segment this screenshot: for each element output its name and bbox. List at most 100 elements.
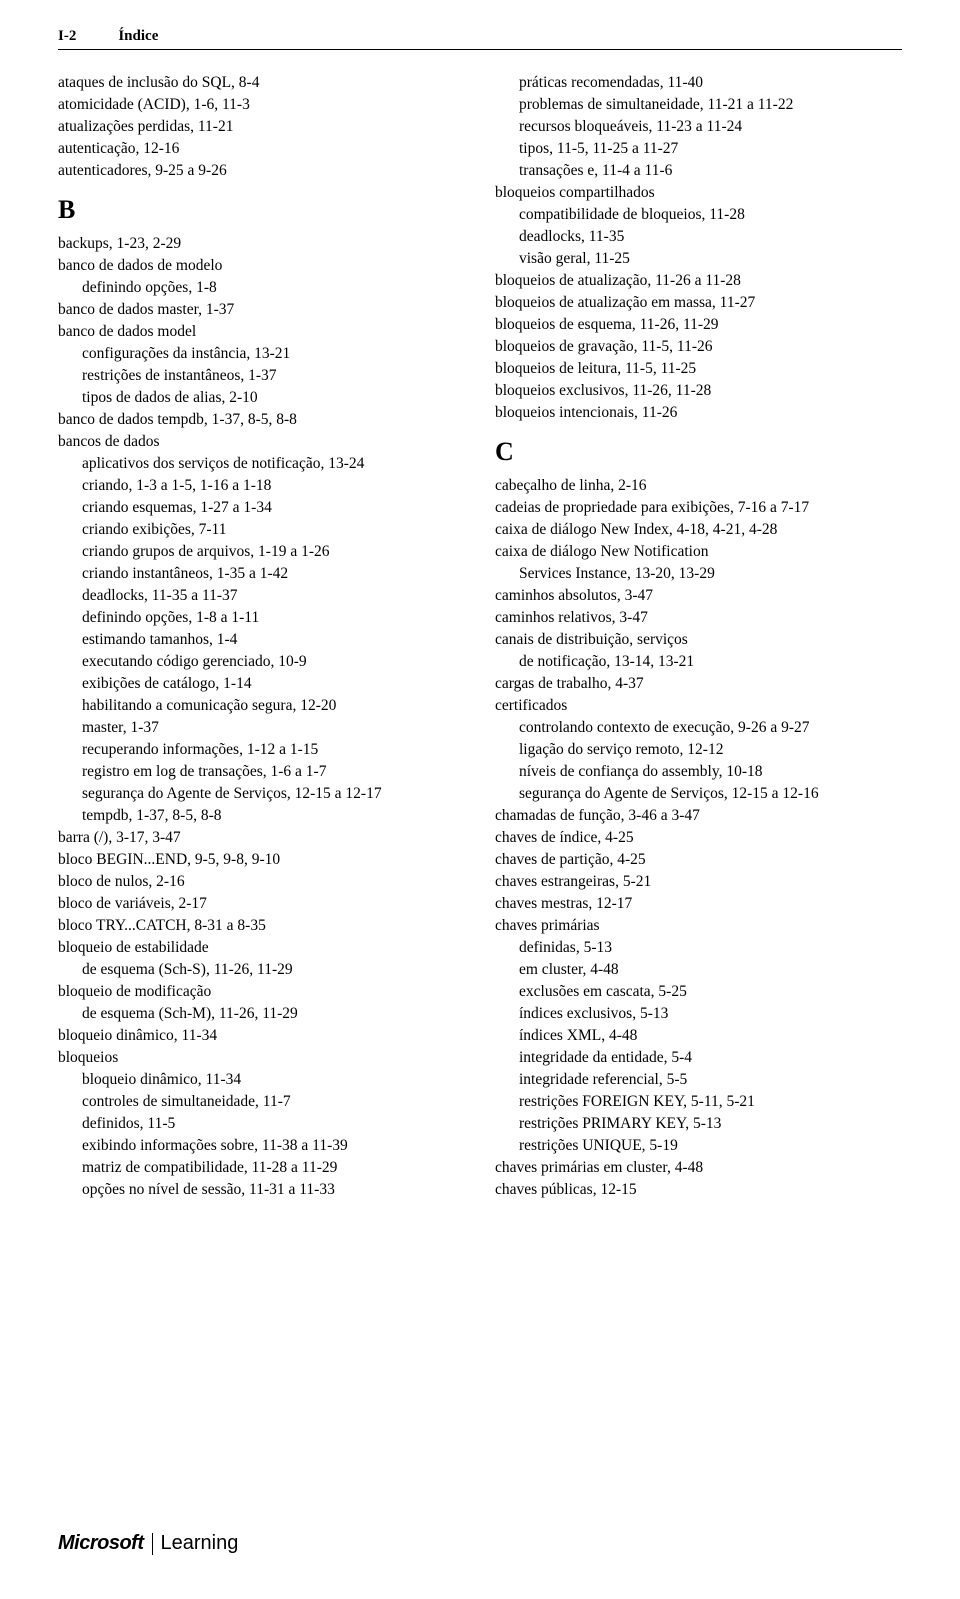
index-entry: de notificação, 13-14, 13-21 (495, 651, 902, 673)
index-entry: Services Instance, 13-20, 13-29 (495, 563, 902, 585)
index-entry: bloqueio dinâmico, 11-34 (58, 1069, 465, 1091)
index-entry: chaves públicas, 12-15 (495, 1179, 902, 1201)
index-entry: chamadas de função, 3-46 a 3-47 (495, 805, 902, 827)
index-entry: tempdb, 1-37, 8-5, 8-8 (58, 805, 465, 827)
index-entry: bloqueios de gravação, 11-5, 11-26 (495, 336, 902, 358)
index-entry: canais de distribuição, serviços (495, 629, 902, 651)
index-entry: bloqueio dinâmico, 11-34 (58, 1025, 465, 1047)
index-entry: compatibilidade de bloqueios, 11-28 (495, 204, 902, 226)
index-entry: bloqueios de atualização, 11-26 a 11-28 (495, 270, 902, 292)
index-entry: bloco BEGIN...END, 9-5, 9-8, 9-10 (58, 849, 465, 871)
footer-logo: Microsoft Learning (58, 1532, 238, 1555)
index-entry: segurança do Agente de Serviços, 12-15 a… (58, 783, 465, 805)
index-entry: criando, 1-3 a 1-5, 1-16 a 1-18 (58, 475, 465, 497)
index-entry: ataques de inclusão do SQL, 8-4 (58, 72, 465, 94)
microsoft-wordmark: Microsoft (58, 1532, 144, 1555)
index-entry: atualizações perdidas, 11-21 (58, 116, 465, 138)
index-entry: opções no nível de sessão, 11-31 a 11-33 (58, 1179, 465, 1201)
index-entry: integridade da entidade, 5-4 (495, 1047, 902, 1069)
logo-divider (152, 1533, 153, 1555)
index-entry: cadeias de propriedade para exibições, 7… (495, 497, 902, 519)
index-entry: banco de dados master, 1-37 (58, 299, 465, 321)
index-entry: bloqueios (58, 1047, 465, 1069)
index-entry: matriz de compatibilidade, 11-28 a 11-29 (58, 1157, 465, 1179)
index-entry: criando exibições, 7-11 (58, 519, 465, 541)
index-entry: práticas recomendadas, 11-40 (495, 72, 902, 94)
index-entry: registro em log de transações, 1-6 a 1-7 (58, 761, 465, 783)
index-entry: banco de dados model (58, 321, 465, 343)
index-entry: criando grupos de arquivos, 1-19 a 1-26 (58, 541, 465, 563)
index-entry: ligação do serviço remoto, 12-12 (495, 739, 902, 761)
page-header: I-2 Índice (58, 28, 902, 50)
index-entry: restrições UNIQUE, 5-19 (495, 1135, 902, 1157)
index-entry: criando esquemas, 1-27 a 1-34 (58, 497, 465, 519)
index-entry: cabeçalho de linha, 2-16 (495, 475, 902, 497)
index-entry: caminhos absolutos, 3-47 (495, 585, 902, 607)
index-entry: definidas, 5-13 (495, 937, 902, 959)
index-entry: exclusões em cascata, 5-25 (495, 981, 902, 1003)
index-entry: estimando tamanhos, 1-4 (58, 629, 465, 651)
index-entry: transações e, 11-4 a 11-6 (495, 160, 902, 182)
section-letter: B (58, 192, 465, 229)
index-entry: banco de dados de modelo (58, 255, 465, 277)
index-entry: tipos de dados de alias, 2-10 (58, 387, 465, 409)
index-entry: definidos, 11-5 (58, 1113, 465, 1135)
index-entry: restrições FOREIGN KEY, 5-11, 5-21 (495, 1091, 902, 1113)
index-entry: barra (/), 3-17, 3-47 (58, 827, 465, 849)
index-entry: controles de simultaneidade, 11-7 (58, 1091, 465, 1113)
right-column: práticas recomendadas, 11-40problemas de… (495, 72, 902, 1201)
learning-word: Learning (161, 1532, 239, 1555)
index-entry: bloqueios intencionais, 11-26 (495, 402, 902, 424)
index-entry: restrições de instantâneos, 1-37 (58, 365, 465, 387)
index-entry: chaves estrangeiras, 5-21 (495, 871, 902, 893)
index-entry: autenticação, 12-16 (58, 138, 465, 160)
index-entry: bancos de dados (58, 431, 465, 453)
index-entry: bloqueios de esquema, 11-26, 11-29 (495, 314, 902, 336)
index-entry: bloco de nulos, 2-16 (58, 871, 465, 893)
index-entry: em cluster, 4-48 (495, 959, 902, 981)
index-entry: bloqueios de atualização em massa, 11-27 (495, 292, 902, 314)
index-columns: ataques de inclusão do SQL, 8-4atomicida… (58, 72, 902, 1201)
index-entry: chaves de partição, 4-25 (495, 849, 902, 871)
index-entry: certificados (495, 695, 902, 717)
index-entry: bloqueios exclusivos, 11-26, 11-28 (495, 380, 902, 402)
index-entry: chaves mestras, 12-17 (495, 893, 902, 915)
index-entry: bloqueio de modificação (58, 981, 465, 1003)
index-entry: backups, 1-23, 2-29 (58, 233, 465, 255)
index-entry: deadlocks, 11-35 (495, 226, 902, 248)
index-entry: índices XML, 4-48 (495, 1025, 902, 1047)
index-entry: problemas de simultaneidade, 11-21 a 11-… (495, 94, 902, 116)
index-entry: aplicativos dos serviços de notificação,… (58, 453, 465, 475)
index-entry: chaves de índice, 4-25 (495, 827, 902, 849)
page-number: I-2 (58, 28, 76, 45)
index-entry: bloqueios compartilhados (495, 182, 902, 204)
index-entry: bloqueios de leitura, 11-5, 11-25 (495, 358, 902, 380)
index-entry: segurança do Agente de Serviços, 12-15 a… (495, 783, 902, 805)
index-entry: autenticadores, 9-25 a 9-26 (58, 160, 465, 182)
index-entry: exibindo informações sobre, 11-38 a 11-3… (58, 1135, 465, 1157)
index-entry: recuperando informações, 1-12 a 1-15 (58, 739, 465, 761)
index-entry: recursos bloqueáveis, 11-23 a 11-24 (495, 116, 902, 138)
index-entry: integridade referencial, 5-5 (495, 1069, 902, 1091)
index-entry: de esquema (Sch-M), 11-26, 11-29 (58, 1003, 465, 1025)
header-title: Índice (118, 28, 158, 45)
index-entry: deadlocks, 11-35 a 11-37 (58, 585, 465, 607)
index-entry: atomicidade (ACID), 1-6, 11-3 (58, 94, 465, 116)
index-entry: banco de dados tempdb, 1-37, 8-5, 8-8 (58, 409, 465, 431)
left-column: ataques de inclusão do SQL, 8-4atomicida… (58, 72, 465, 1201)
index-entry: caixa de diálogo New Notification (495, 541, 902, 563)
index-entry: visão geral, 11-25 (495, 248, 902, 270)
index-entry: chaves primárias (495, 915, 902, 937)
index-entry: exibições de catálogo, 1-14 (58, 673, 465, 695)
index-entry: controlando contexto de execução, 9-26 a… (495, 717, 902, 739)
index-entry: tipos, 11-5, 11-25 a 11-27 (495, 138, 902, 160)
index-entry: definindo opções, 1-8 (58, 277, 465, 299)
index-entry: de esquema (Sch-S), 11-26, 11-29 (58, 959, 465, 981)
index-entry: caixa de diálogo New Index, 4-18, 4-21, … (495, 519, 902, 541)
index-entry: bloco de variáveis, 2-17 (58, 893, 465, 915)
section-letter: C (495, 434, 902, 471)
index-entry: definindo opções, 1-8 a 1-11 (58, 607, 465, 629)
index-entry: níveis de confiança do assembly, 10-18 (495, 761, 902, 783)
index-entry: master, 1-37 (58, 717, 465, 739)
index-entry: índices exclusivos, 5-13 (495, 1003, 902, 1025)
